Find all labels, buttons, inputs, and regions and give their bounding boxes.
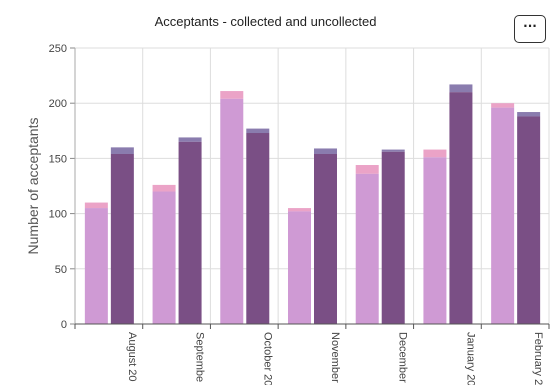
- y-tick-label: 0: [61, 319, 67, 331]
- y-tick-label: 150: [49, 153, 67, 165]
- bar-top-segment: [110, 147, 134, 154]
- bar-segment: [152, 191, 176, 324]
- x-tick-label: November: [329, 332, 341, 383]
- x-tick-label: December: [397, 332, 409, 383]
- bar-top-segment: [423, 149, 447, 158]
- bars: [84, 84, 541, 324]
- y-axis-label: Number of acceptants: [25, 118, 41, 255]
- x-tick-label: February 2: [532, 332, 544, 385]
- bar-top-segment: [491, 103, 515, 108]
- bar-top-segment: [178, 137, 202, 142]
- bar-top-segment: [381, 149, 405, 152]
- grid: [75, 47, 550, 324]
- bar-segment: [178, 141, 202, 324]
- x-tick-label: October 20: [261, 332, 273, 385]
- bar-segment: [423, 157, 447, 324]
- bar-top-segment: [246, 128, 270, 134]
- chart-title: Acceptants - collected and uncollected: [154, 14, 377, 29]
- bar-segment: [110, 153, 134, 324]
- bar-segment: [84, 208, 108, 324]
- bar-segment: [220, 98, 244, 324]
- bar-top-segment: [152, 184, 176, 192]
- axes: 0 50 100 150 200 250 August 20 Septembe October …: [49, 43, 550, 385]
- bar-segment: [288, 211, 311, 324]
- bar-segment: [449, 92, 473, 324]
- bar-top-segment: [84, 202, 108, 209]
- bar-segment: [314, 153, 337, 324]
- bar-top-segment: [314, 148, 337, 154]
- bar-top-segment: [449, 84, 473, 93]
- x-tick-label: August 20: [126, 332, 138, 382]
- bar-segment: [246, 133, 270, 324]
- y-tick-label: 100: [49, 209, 67, 221]
- y-tick-label: 200: [49, 98, 67, 110]
- bar-segment: [517, 116, 541, 324]
- bar-segment: [381, 151, 405, 324]
- x-tick-label: Septembe: [194, 332, 206, 382]
- y-tick-label: 50: [55, 264, 67, 276]
- bar-top-segment: [288, 208, 311, 212]
- bar-top-segment: [355, 165, 379, 174]
- y-tick-label: 250: [49, 43, 67, 55]
- bar-top-segment: [220, 91, 244, 99]
- chart-menu-button[interactable]: ···: [514, 15, 546, 43]
- x-tick-label: January 20: [464, 332, 476, 385]
- bar-top-segment: [517, 112, 541, 117]
- bar-segment: [491, 107, 515, 324]
- bar-segment: [355, 173, 379, 324]
